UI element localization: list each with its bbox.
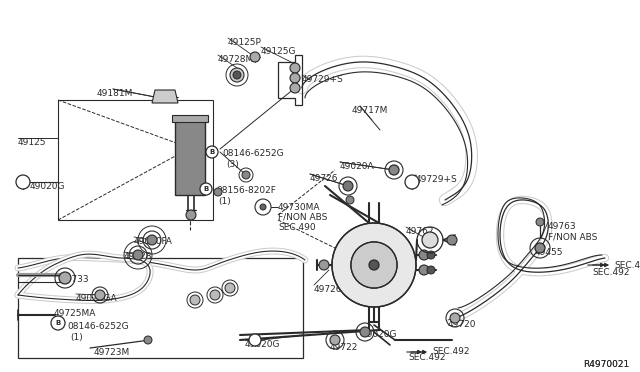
- Circle shape: [450, 313, 460, 323]
- Text: F/NON ABS: F/NON ABS: [278, 213, 328, 222]
- Circle shape: [447, 235, 457, 245]
- Text: B: B: [204, 186, 209, 192]
- Text: 49717M: 49717M: [352, 106, 388, 115]
- Text: 49020GA: 49020GA: [76, 294, 118, 303]
- Text: R4970021: R4970021: [583, 360, 629, 369]
- Circle shape: [233, 71, 241, 79]
- Circle shape: [351, 242, 397, 288]
- Text: 49020FA: 49020FA: [134, 237, 173, 246]
- Circle shape: [16, 175, 30, 189]
- Circle shape: [319, 260, 329, 270]
- Bar: [18, 258, 303, 358]
- Text: B: B: [56, 320, 61, 326]
- Circle shape: [144, 336, 152, 344]
- Circle shape: [147, 235, 157, 245]
- Circle shape: [422, 232, 438, 248]
- Text: 49722: 49722: [330, 343, 358, 352]
- Text: 49763: 49763: [548, 222, 577, 231]
- Text: 08146-6252G: 08146-6252G: [222, 149, 284, 158]
- Text: 49020A: 49020A: [340, 162, 374, 171]
- Circle shape: [133, 250, 143, 260]
- Text: 49726: 49726: [310, 174, 339, 183]
- Circle shape: [332, 223, 416, 307]
- Circle shape: [249, 334, 261, 346]
- Circle shape: [214, 188, 222, 196]
- Text: (3): (3): [226, 160, 239, 169]
- Text: 49725MA: 49725MA: [54, 309, 97, 318]
- Circle shape: [51, 316, 65, 330]
- Circle shape: [242, 171, 250, 179]
- Text: 49728: 49728: [124, 252, 152, 261]
- Text: 49125P: 49125P: [228, 38, 262, 47]
- Text: 49726: 49726: [314, 285, 342, 294]
- Text: 49020G: 49020G: [245, 340, 280, 349]
- Circle shape: [419, 265, 429, 275]
- Circle shape: [427, 266, 435, 274]
- Circle shape: [230, 68, 244, 82]
- Polygon shape: [152, 90, 178, 103]
- Circle shape: [343, 181, 353, 191]
- Circle shape: [59, 272, 71, 284]
- Circle shape: [290, 83, 300, 93]
- Text: 49455: 49455: [535, 248, 563, 257]
- Text: B: B: [209, 149, 214, 155]
- Text: R4970021: R4970021: [583, 360, 629, 369]
- Text: F/NON ABS: F/NON ABS: [548, 232, 597, 241]
- Circle shape: [190, 295, 200, 305]
- Circle shape: [186, 210, 196, 220]
- Text: 49762: 49762: [406, 227, 435, 236]
- Text: 49125: 49125: [18, 138, 47, 147]
- Circle shape: [206, 146, 218, 158]
- Polygon shape: [175, 118, 205, 195]
- Circle shape: [250, 52, 260, 62]
- Text: SEC.492: SEC.492: [592, 268, 630, 277]
- Bar: [58, 100, 213, 220]
- Text: 49729+S: 49729+S: [416, 175, 458, 184]
- Text: (1): (1): [70, 333, 83, 342]
- Circle shape: [95, 290, 105, 300]
- Text: 08156-8202F: 08156-8202F: [216, 186, 276, 195]
- Text: 49181M: 49181M: [97, 89, 133, 98]
- Text: 49720: 49720: [448, 320, 477, 329]
- Text: 49728M: 49728M: [218, 55, 254, 64]
- Circle shape: [330, 335, 340, 345]
- Text: 49020G: 49020G: [362, 330, 397, 339]
- Text: SEC.492: SEC.492: [432, 347, 470, 356]
- Circle shape: [389, 165, 399, 175]
- Text: (1): (1): [218, 197, 231, 206]
- Text: 49733: 49733: [61, 275, 90, 284]
- Circle shape: [290, 63, 300, 73]
- Text: SEC.492: SEC.492: [614, 260, 640, 269]
- Circle shape: [369, 260, 379, 270]
- Circle shape: [346, 196, 354, 204]
- Circle shape: [200, 183, 212, 195]
- Text: 49723M: 49723M: [94, 348, 131, 357]
- Circle shape: [260, 204, 266, 210]
- Circle shape: [360, 327, 370, 337]
- Text: SEC.492: SEC.492: [408, 353, 445, 362]
- Circle shape: [405, 175, 419, 189]
- Circle shape: [210, 290, 220, 300]
- Text: 49020G: 49020G: [30, 182, 65, 191]
- Text: 49125G: 49125G: [261, 47, 296, 56]
- Circle shape: [536, 218, 544, 226]
- Circle shape: [290, 73, 300, 83]
- Text: SEC.490: SEC.490: [278, 223, 316, 232]
- Text: 49729+S: 49729+S: [302, 75, 344, 84]
- Circle shape: [535, 243, 545, 253]
- Circle shape: [225, 283, 235, 293]
- Circle shape: [427, 251, 435, 259]
- Text: 49730MA: 49730MA: [278, 203, 321, 212]
- Polygon shape: [172, 115, 208, 122]
- Text: 08146-6252G: 08146-6252G: [67, 322, 129, 331]
- Circle shape: [419, 250, 429, 260]
